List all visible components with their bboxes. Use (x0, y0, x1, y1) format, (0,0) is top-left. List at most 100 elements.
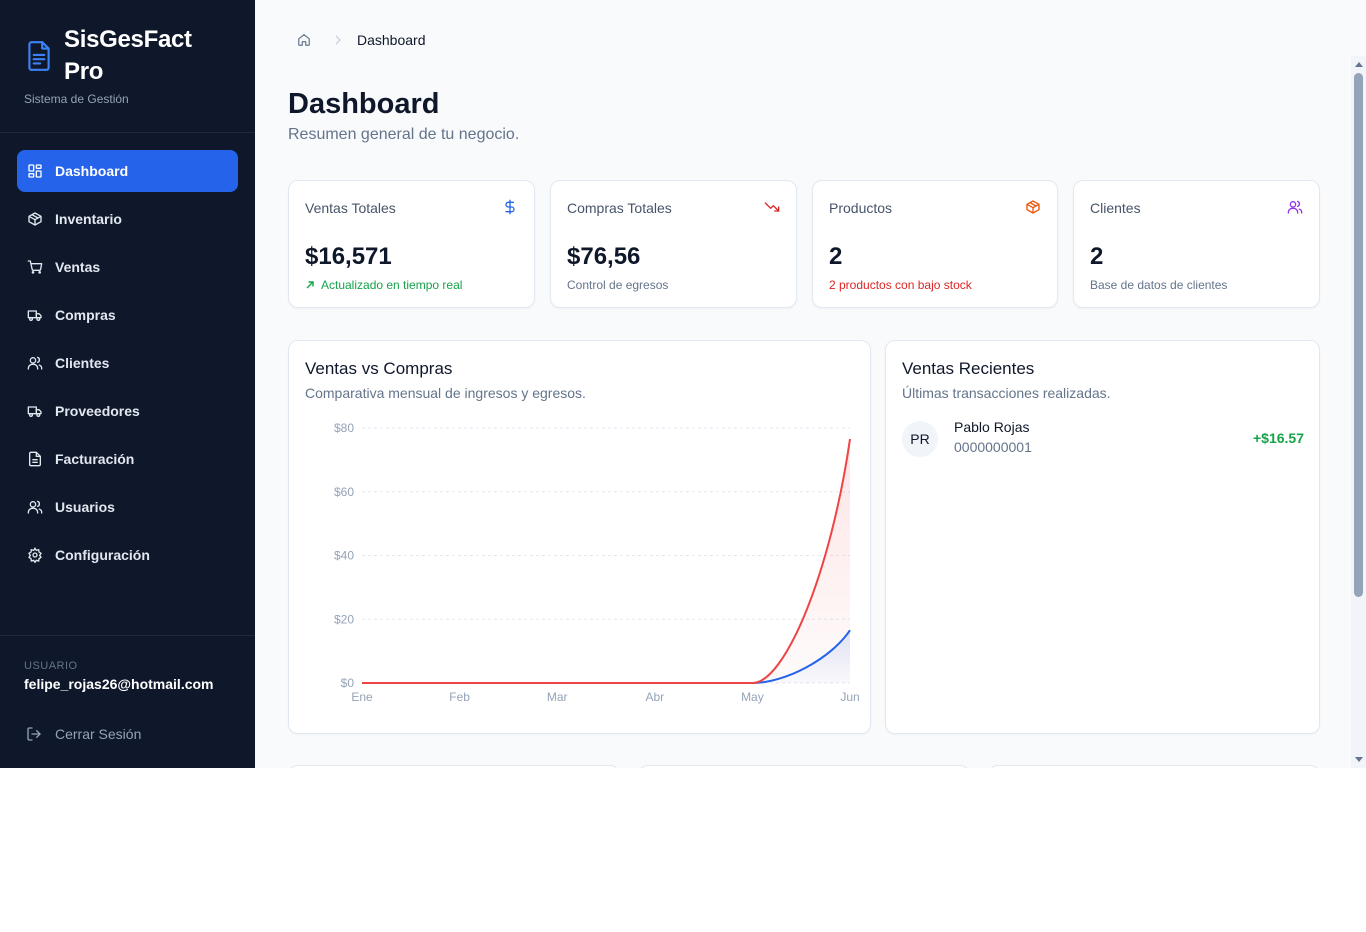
list-item[interactable]: PR Pablo Rojas 0000000001 +$16.57 (902, 419, 1304, 459)
sidebar-item-label: Proveedores (55, 403, 140, 419)
sidebar-item-dashboard[interactable]: Dashboard (17, 150, 238, 192)
sidebar-item-label: Usuarios (55, 499, 115, 515)
y-tick-label: $40 (334, 549, 354, 563)
chart-title: Ventas vs Compras (305, 359, 453, 378)
sidebar-item-inventario[interactable]: Inventario (17, 198, 238, 240)
stat-label: Clientes (1090, 200, 1141, 216)
x-tick-label: Ene (351, 690, 373, 704)
x-tick-label: Feb (449, 690, 470, 704)
logout-icon (27, 727, 41, 741)
y-tick-label: $80 (334, 421, 354, 435)
scroll-down-arrow[interactable] (1355, 757, 1363, 762)
stat-card-ventas: Ventas Totales $16,571 Actualizado en ti… (288, 180, 535, 308)
sidebar-item-label: Clientes (55, 355, 110, 371)
vertical-scrollbar[interactable] (1351, 56, 1366, 768)
recent-sales-card: Ventas Recientes Últimas transacciones r… (885, 340, 1320, 734)
package-icon (1026, 200, 1040, 214)
recent-sales-subtitle: Últimas transacciones realizadas. (902, 385, 1111, 401)
sidebar-divider (0, 132, 255, 133)
y-tick-label: $60 (334, 485, 354, 499)
sale-amount: +$16.57 (1253, 430, 1304, 446)
user-label: USUARIO (24, 660, 78, 672)
stat-label: Ventas Totales (305, 200, 396, 216)
sidebar-item-label: Compras (55, 307, 116, 323)
users-icon (27, 500, 43, 514)
cart-icon (27, 260, 43, 274)
y-tick-label: $0 (341, 676, 355, 690)
stat-note-text: Control de egresos (567, 278, 669, 292)
user-info: USUARIO felipe_rojas26@hotmail.com (24, 660, 214, 692)
recent-sales-title: Ventas Recientes (902, 359, 1035, 378)
stat-note: Control de egresos (567, 278, 668, 292)
user-email: felipe_rojas26@hotmail.com (24, 676, 214, 692)
sidebar-item-label: Configuración (55, 547, 150, 563)
invoice-number: 0000000001 (954, 439, 1032, 455)
logout-button[interactable]: Cerrar Sesión (26, 726, 141, 742)
series-area (362, 438, 850, 683)
stat-label: Productos (829, 200, 893, 216)
users-icon (27, 356, 43, 370)
blank-area (0, 768, 1366, 932)
sidebar-item-facturacion[interactable]: Facturación (17, 438, 238, 480)
truck-icon (27, 406, 42, 417)
chevron-right-icon (335, 35, 342, 45)
logout-label: Cerrar Sesión (55, 726, 142, 742)
users-icon (1287, 200, 1303, 214)
package-icon (28, 212, 42, 226)
series-area (362, 630, 850, 683)
sales-vs-purchases-card: Ventas vs Compras Comparativa mensual de… (288, 340, 871, 734)
customer-name: Pablo Rojas (954, 419, 1030, 435)
stat-note: 2 productos con bajo stock (829, 278, 972, 292)
sidebar-divider (0, 635, 255, 636)
stat-note-text: 2 productos con bajo stock (829, 278, 972, 292)
breadcrumb-current: Dashboard (357, 32, 426, 48)
stat-value: $76,56 (567, 243, 641, 270)
sidebar-item-label: Facturación (55, 451, 135, 467)
sidebar-item-ventas[interactable]: Ventas (17, 246, 238, 288)
truck-icon (27, 310, 42, 321)
x-tick-label: Mar (547, 690, 568, 704)
sidebar-item-label: Ventas (55, 259, 101, 275)
stat-value: 2 (829, 243, 843, 270)
stat-note-text: Actualizado en tiempo real (321, 278, 463, 292)
y-tick-label: $20 (334, 612, 354, 626)
stat-card-productos: Productos 2 2 productos con bajo stock (812, 180, 1058, 308)
stat-value: 2 (1090, 243, 1104, 270)
x-tick-label: May (741, 690, 764, 704)
file-icon (29, 451, 41, 467)
sidebar-item-compras[interactable]: Compras (17, 294, 238, 336)
x-tick-label: Jun (840, 690, 859, 704)
sidebar-item-usuarios[interactable]: Usuarios (17, 486, 238, 528)
document-icon (28, 41, 50, 71)
stat-note-text: Base de datos de clientes (1090, 278, 1228, 292)
page-subtitle: Resumen general de tu negocio. (288, 126, 520, 143)
sidebar-nav: Dashboard Inventario Ventas Compras Clie… (17, 150, 238, 582)
series-line (361, 438, 851, 684)
brand-subtitle: Sistema de Gestión (24, 92, 129, 106)
stat-card-compras: Compras Totales $76,56 Control de egreso… (550, 180, 797, 308)
sidebar-item-configuracion[interactable]: Configuración (17, 534, 238, 576)
stat-value: $16,571 (305, 243, 392, 270)
sidebar-item-proveedores[interactable]: Proveedores (17, 390, 238, 432)
app-window: SisGesFact Pro Sistema de Gestión Dashbo… (0, 0, 1366, 768)
brand-title: SisGesFact Pro (64, 26, 192, 85)
breadcrumb: Dashboard (297, 32, 426, 48)
stat-label: Compras Totales (567, 200, 672, 216)
scrollbar-thumb[interactable] (1354, 73, 1363, 597)
stat-card-clientes: Clientes 2 Base de datos de clientes (1073, 180, 1320, 308)
stat-note: Base de datos de clientes (1090, 278, 1227, 292)
home-icon[interactable] (297, 33, 311, 47)
main-content: Dashboard Dashboard Resumen general de t… (255, 0, 1351, 768)
x-tick-label: Abr (645, 690, 664, 704)
dashboard-icon (28, 164, 42, 178)
arrow-up-right-icon (306, 281, 314, 289)
chart-subtitle: Comparativa mensual de ingresos y egreso… (305, 385, 586, 401)
sidebar-item-label: Dashboard (55, 163, 129, 179)
avatar: PR (902, 421, 938, 457)
sidebar-item-label: Inventario (55, 211, 122, 227)
page-title: Dashboard (288, 88, 440, 120)
trending-down-icon (764, 202, 780, 212)
scroll-up-arrow[interactable] (1355, 62, 1363, 67)
stat-note: Actualizado en tiempo real (305, 278, 462, 292)
sidebar-item-clientes[interactable]: Clientes (17, 342, 238, 384)
